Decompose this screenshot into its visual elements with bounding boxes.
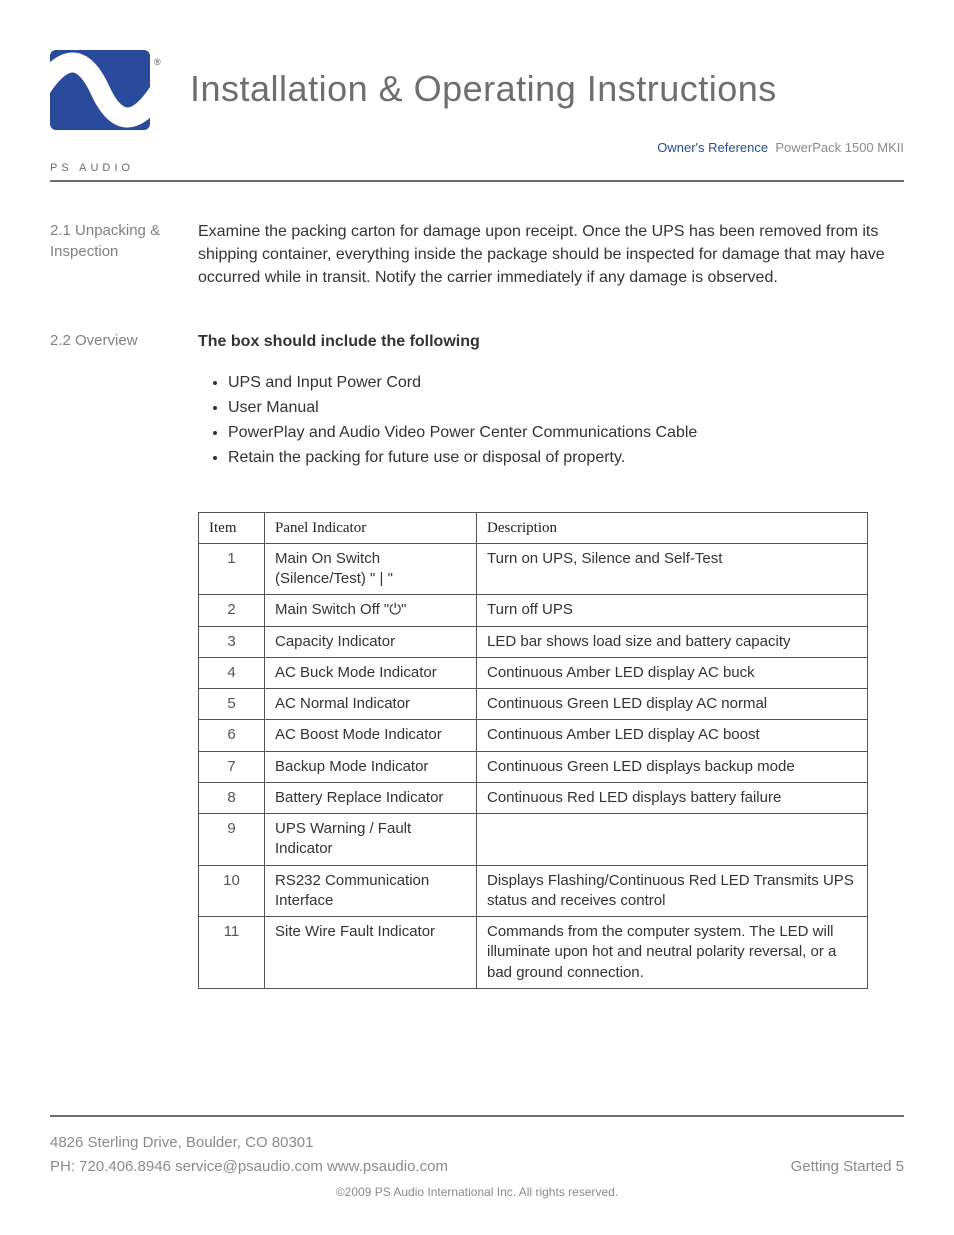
- list-item: PowerPlay and Audio Video Power Center C…: [228, 421, 904, 444]
- cell-desc: Turn on UPS, Silence and Self-Test: [477, 543, 868, 595]
- indicator-table-wrap: Item Panel Indicator Description 1Main O…: [198, 512, 904, 989]
- table-row: 5AC Normal IndicatorContinuous Green LED…: [199, 689, 868, 720]
- col-header-item: Item: [199, 512, 265, 543]
- cell-desc: Continuous Green LED display AC normal: [477, 689, 868, 720]
- cell-desc: [477, 814, 868, 866]
- brand-text: PS AUDIO: [50, 162, 180, 174]
- cell-item: 8: [199, 782, 265, 813]
- page-title: Installation & Operating Instructions: [190, 68, 904, 110]
- table-row: 2Main Switch Off "⏻"Turn off UPS: [199, 595, 868, 626]
- cell-desc: LED bar shows load size and battery capa…: [477, 626, 868, 657]
- table-header-row: Item Panel Indicator Description: [199, 512, 868, 543]
- registered-mark: ®: [154, 57, 161, 67]
- cell-item: 2: [199, 595, 265, 626]
- cell-item: 4: [199, 657, 265, 688]
- table-row: 8Battery Replace IndicatorContinuous Red…: [199, 782, 868, 813]
- header-divider: [50, 180, 904, 182]
- footer: 4826 Sterling Drive, Boulder, CO 80301 P…: [50, 1115, 904, 1199]
- cell-panel: Main On Switch (Silence/Test) " | ": [265, 543, 477, 595]
- cell-desc: Displays Flashing/Continuous Red LED Tra…: [477, 865, 868, 917]
- cell-panel: Main Switch Off "⏻": [265, 595, 477, 626]
- footer-copyright: ©2009 PS Audio International Inc. All ri…: [50, 1185, 904, 1199]
- table-row: 4AC Buck Mode IndicatorContinuous Amber …: [199, 657, 868, 688]
- section-body: Examine the packing carton for damage up…: [198, 220, 904, 300]
- section-label: 2.2 Overview: [50, 330, 198, 351]
- cell-panel: RS232 Communication Interface: [265, 865, 477, 917]
- table-row: 3Capacity IndicatorLED bar shows load si…: [199, 626, 868, 657]
- cell-desc: Continuous Green LED displays backup mod…: [477, 751, 868, 782]
- table-row: 11Site Wire Fault IndicatorCommands from…: [199, 917, 868, 989]
- cell-panel: Battery Replace Indicator: [265, 782, 477, 813]
- cell-desc: Continuous Amber LED display AC boost: [477, 720, 868, 751]
- list-item: UPS and Input Power Cord: [228, 371, 904, 394]
- table-row: 6AC Boost Mode IndicatorContinuous Amber…: [199, 720, 868, 751]
- paragraph: Examine the packing carton for damage up…: [198, 220, 904, 290]
- logo-block: ® PS AUDIO: [50, 50, 180, 174]
- header: ® PS AUDIO Installation & Operating Inst…: [50, 50, 904, 174]
- cell-item: 5: [199, 689, 265, 720]
- table-row: 10RS232 Communication InterfaceDisplays …: [199, 865, 868, 917]
- cell-item: 9: [199, 814, 265, 866]
- section-unpacking: 2.1 Unpacking & Inspection Examine the p…: [50, 220, 904, 300]
- reference-line: Owner's Reference PowerPack 1500 MKII: [190, 140, 904, 155]
- cell-item: 10: [199, 865, 265, 917]
- cell-desc: Commands from the computer system. The L…: [477, 917, 868, 989]
- cell-item: 6: [199, 720, 265, 751]
- title-block: Installation & Operating Instructions Ow…: [180, 50, 904, 155]
- footer-divider: [50, 1115, 904, 1117]
- table-row: 7Backup Mode IndicatorContinuous Green L…: [199, 751, 868, 782]
- footer-contact-line: PH: 720.406.8946 service@psaudio.com www…: [50, 1155, 904, 1179]
- section-body: The box should include the following UPS…: [198, 330, 904, 472]
- brand-logo-icon: [50, 50, 150, 130]
- cell-panel: AC Buck Mode Indicator: [265, 657, 477, 688]
- section-label: 2.1 Unpacking & Inspection: [50, 220, 198, 262]
- sine-wave-icon: [50, 50, 150, 130]
- cell-panel: AC Normal Indicator: [265, 689, 477, 720]
- list-item: Retain the packing for future use or dis…: [228, 446, 904, 469]
- cell-item: 3: [199, 626, 265, 657]
- cell-item: 11: [199, 917, 265, 989]
- list-item: User Manual: [228, 396, 904, 419]
- table-row: 9UPS Warning / Fault Indicator: [199, 814, 868, 866]
- cell-panel: UPS Warning / Fault Indicator: [265, 814, 477, 866]
- cell-item: 7: [199, 751, 265, 782]
- footer-page-label: Getting Started 5: [791, 1155, 904, 1179]
- section-overview: 2.2 Overview The box should include the …: [50, 330, 904, 472]
- footer-contact: PH: 720.406.8946 service@psaudio.com www…: [50, 1158, 448, 1175]
- indicator-table: Item Panel Indicator Description 1Main O…: [198, 512, 868, 989]
- cell-desc: Continuous Red LED displays battery fail…: [477, 782, 868, 813]
- col-header-panel: Panel Indicator: [265, 512, 477, 543]
- cell-panel: Site Wire Fault Indicator: [265, 917, 477, 989]
- footer-address: 4826 Sterling Drive, Boulder, CO 80301: [50, 1131, 904, 1155]
- col-header-desc: Description: [477, 512, 868, 543]
- table-row: 1Main On Switch (Silence/Test) " | "Turn…: [199, 543, 868, 595]
- reference-label: Owner's Reference: [657, 140, 768, 155]
- box-contents-list: UPS and Input Power Cord User Manual Pow…: [198, 371, 904, 470]
- cell-panel: Backup Mode Indicator: [265, 751, 477, 782]
- reference-model: PowerPack 1500 MKII: [772, 140, 904, 155]
- cell-item: 1: [199, 543, 265, 595]
- box-contents-heading: The box should include the following: [198, 330, 904, 353]
- document-page: ® PS AUDIO Installation & Operating Inst…: [0, 0, 954, 1235]
- cell-panel: AC Boost Mode Indicator: [265, 720, 477, 751]
- table-body: 1Main On Switch (Silence/Test) " | "Turn…: [199, 543, 868, 988]
- cell-desc: Continuous Amber LED display AC buck: [477, 657, 868, 688]
- cell-panel: Capacity Indicator: [265, 626, 477, 657]
- cell-desc: Turn off UPS: [477, 595, 868, 626]
